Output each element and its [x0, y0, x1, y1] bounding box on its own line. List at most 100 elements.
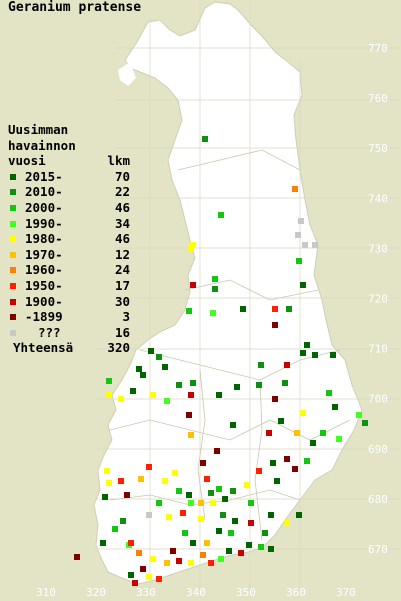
legend-item: 1970- 12: [8, 247, 130, 263]
observation-square: [74, 554, 80, 560]
legend-total: Yhteensä 320: [8, 340, 130, 356]
observation-square: [106, 480, 112, 486]
observation-square: [204, 540, 210, 546]
observation-square: [162, 478, 168, 484]
observation-square: [326, 390, 332, 396]
observation-square: [106, 392, 112, 398]
observation-square: [106, 378, 112, 384]
y-tick-label: 750: [368, 142, 388, 155]
observation-square: [162, 364, 168, 370]
legend-item-label: 1980-: [25, 231, 63, 247]
y-tick-label: 710: [368, 343, 388, 356]
legend-item-count: 46: [114, 199, 130, 215]
observation-square: [304, 458, 310, 464]
observation-square: [212, 286, 218, 292]
y-axis-ticks: 770 760 750 740 730 720 710 700 690 680 670: [368, 42, 388, 556]
observation-square: [118, 396, 124, 402]
legend-item-label: 1900-: [25, 293, 63, 309]
observation-square: [294, 430, 300, 436]
y-tick-label: 680: [368, 493, 388, 506]
y-tick-label: 670: [368, 543, 388, 556]
observation-square: [100, 540, 106, 546]
observation-square: [214, 448, 220, 454]
y-tick-label: 770: [368, 42, 388, 55]
finland-land: [93, 1, 363, 585]
observation-square: [284, 520, 290, 526]
observation-square: [164, 560, 170, 566]
observation-square: [172, 470, 178, 476]
observation-square: [228, 530, 234, 536]
legend-heading-1: Uusimman: [8, 122, 69, 137]
observation-square: [190, 282, 196, 288]
legend-swatch: [10, 251, 16, 258]
observation-square: [156, 500, 162, 506]
observation-square: [268, 546, 274, 552]
legend-item-label: 2000-: [25, 199, 63, 215]
observation-square: [140, 372, 146, 378]
observation-square: [128, 540, 134, 546]
legend-heading-2: havainnon: [8, 137, 76, 153]
observation-square: [136, 366, 142, 372]
x-tick-label: 340: [186, 586, 206, 599]
observation-square: [198, 516, 204, 522]
observation-square: [176, 558, 182, 564]
observation-square: [186, 492, 192, 498]
observation-square: [176, 488, 182, 494]
observation-square: [232, 518, 238, 524]
legend-swatch: [10, 282, 16, 289]
observation-square: [312, 242, 318, 248]
legend-total-count: 320: [107, 340, 130, 356]
legend-col-year: vuosi: [8, 153, 46, 169]
observation-square: [200, 552, 206, 558]
observation-square: [216, 392, 222, 398]
observation-square: [262, 530, 268, 536]
observation-square: [176, 382, 182, 388]
observation-square: [170, 548, 176, 554]
observation-square: [284, 362, 290, 368]
legend-item-count: 17: [114, 277, 130, 293]
observation-square: [292, 466, 298, 472]
observation-square: [188, 560, 194, 566]
observation-square: [226, 548, 232, 554]
x-tick-label: 360: [286, 586, 306, 599]
legend-swatch: [10, 204, 16, 211]
legend-item: ??? 16: [8, 325, 130, 341]
legend-swatch: [10, 329, 16, 336]
observation-square: [330, 352, 336, 358]
observation-square: [190, 380, 196, 386]
observation-square: [200, 460, 206, 466]
observation-square: [332, 404, 338, 410]
observation-square: [216, 528, 222, 534]
observation-square: [266, 430, 272, 436]
observation-square: [295, 232, 301, 238]
legend-item-label: 1970-: [25, 246, 63, 262]
x-tick-label: 330: [136, 586, 156, 599]
observation-square: [282, 380, 288, 386]
observation-points: [74, 136, 368, 586]
legend-total-label: Yhteensä: [13, 340, 74, 356]
observation-square: [362, 420, 368, 426]
legend-item: 1990- 34: [8, 216, 130, 232]
observation-square: [274, 478, 280, 484]
observation-square: [180, 510, 186, 516]
observation-square: [186, 412, 192, 418]
grid-lines: [95, 0, 400, 590]
legend-item-count: 30: [114, 293, 130, 309]
y-tick-label: 720: [368, 293, 388, 306]
observation-square: [300, 410, 306, 416]
observation-square: [156, 576, 162, 582]
observation-square: [292, 186, 298, 192]
legend-swatch: [10, 267, 16, 274]
legend-item: 2010- 22: [8, 184, 130, 200]
observation-square: [356, 412, 362, 418]
observation-square: [128, 572, 134, 578]
observation-square: [244, 482, 250, 488]
observation-square: [256, 468, 262, 474]
legend-col-count: lkm: [107, 153, 130, 169]
observation-square: [146, 512, 152, 518]
legend-item: 1980- 46: [8, 231, 130, 247]
legend-item: 2015- 70: [8, 169, 130, 185]
observation-square: [296, 512, 302, 518]
legend-item-label: 2010-: [25, 184, 63, 200]
